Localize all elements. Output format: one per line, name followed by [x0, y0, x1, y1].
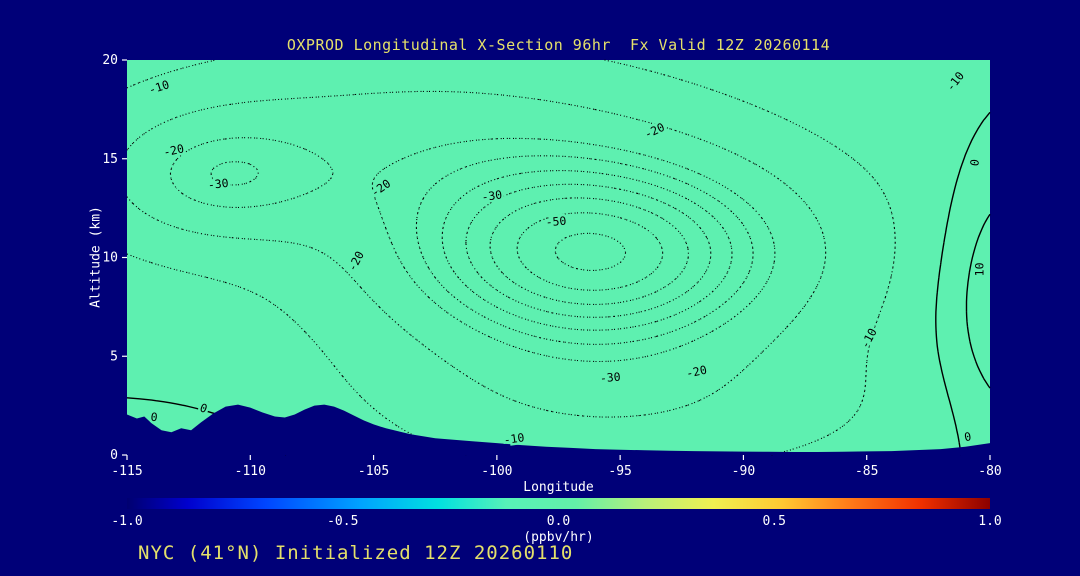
x-axis-tick-label: -90 — [732, 464, 755, 479]
colorbar — [127, 498, 990, 509]
plot-title: OXPROD Longitudinal X-Section 96hr Fx Va… — [286, 36, 831, 54]
colorbar-units-label: (ppbv/hr) — [523, 530, 594, 545]
colorbar-tick-label: 0.5 — [762, 514, 786, 529]
contour-line-level--45 — [465, 183, 712, 318]
contour-line-level--20 — [126, 90, 827, 418]
colorbar-tick-label: 1.0 — [978, 514, 1002, 529]
contour-label: -50 — [545, 214, 567, 230]
x-axis-tick-label: -115 — [111, 464, 142, 479]
y-axis-tick-label: 5 — [110, 349, 118, 364]
y-axis-tick-label: 20 — [102, 53, 118, 68]
x-axis-label: Longitude — [523, 480, 594, 495]
contour-label: -30 — [207, 176, 229, 192]
x-axis-tick-label: -85 — [855, 464, 878, 479]
x-axis-tick-label: -100 — [481, 464, 512, 479]
run-info-label: NYC (41°N) Initialized 12Z 20260110 — [138, 542, 574, 564]
colorbar-tick-row: -1.0 -0.5 0.0 0.5 1.0 — [111, 514, 1001, 529]
x-axis-tick-label: -110 — [235, 464, 266, 479]
x-axis-tick-label: -95 — [608, 464, 631, 479]
contour-line-level--60 — [554, 232, 627, 271]
contour-line-level--10 — [126, 59, 896, 456]
contour-line-level--40 — [441, 170, 733, 331]
x-axis-tick-label: -105 — [358, 464, 389, 479]
terrain-silhouette — [127, 404, 990, 455]
x-axis-tick-label: -80 — [978, 464, 1001, 479]
contour-label: -30 — [481, 187, 504, 204]
contour-line-level-10 — [965, 213, 991, 389]
y-axis-label: Altitude (km) — [88, 206, 104, 308]
contour-line-level--55 — [516, 212, 664, 291]
colorbar-tick-label: -0.5 — [327, 514, 359, 529]
y-axis-tick-label: 15 — [102, 152, 118, 167]
colorbar-tick-label: -1.0 — [111, 514, 143, 529]
contour-label: 10 — [973, 262, 987, 276]
y-axis-tick-label: 0 — [110, 448, 118, 463]
contour-label: -10 — [503, 430, 526, 447]
colorbar-tick-label: 0.0 — [546, 514, 571, 529]
plot-area — [127, 60, 990, 455]
contour-label: -30 — [599, 370, 621, 386]
y-axis-tick-label: 10 — [102, 251, 118, 266]
contour-line-level--50 — [489, 197, 689, 306]
